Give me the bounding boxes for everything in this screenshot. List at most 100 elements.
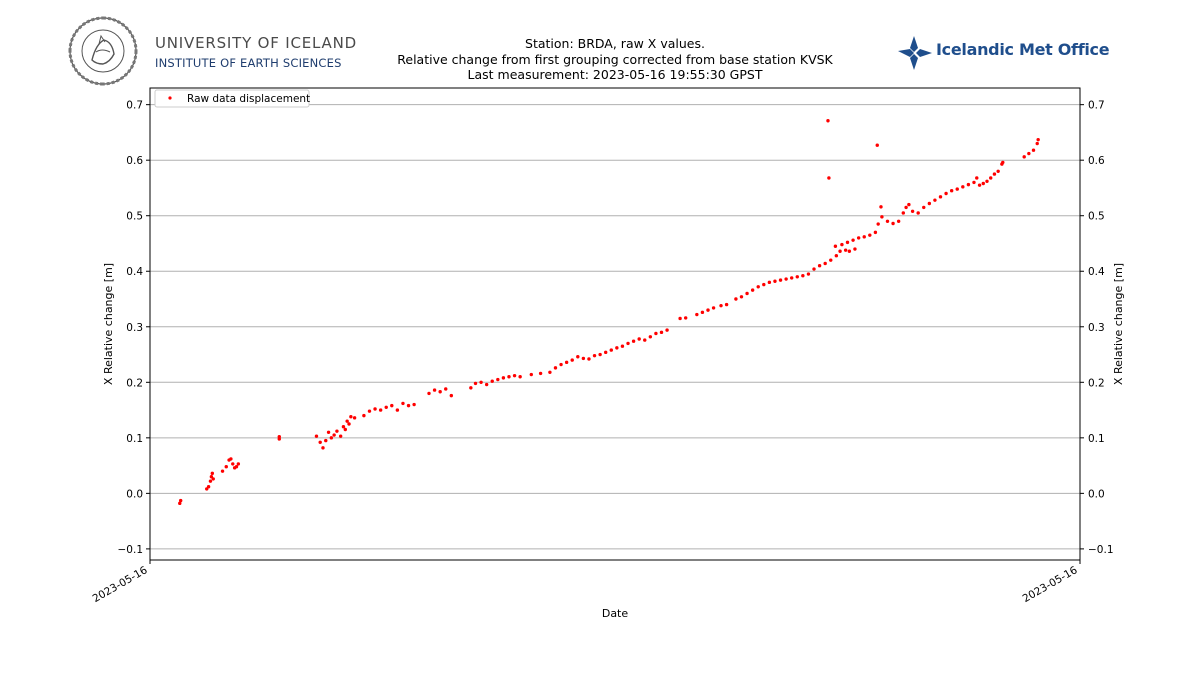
data-point <box>1036 137 1040 142</box>
data-point <box>972 180 976 185</box>
data-point <box>910 209 915 213</box>
data-point <box>838 249 842 253</box>
data-point <box>706 308 710 312</box>
data-point <box>922 205 926 210</box>
data-point <box>637 337 641 341</box>
data-point <box>314 434 319 438</box>
data-point <box>944 191 948 196</box>
data-point <box>211 477 215 481</box>
y-tick-label-right: 0.3 <box>1088 322 1105 334</box>
data-point <box>826 119 830 123</box>
y-axis-label-right: X Relative change [m] <box>1112 263 1125 385</box>
data-point <box>1035 141 1039 146</box>
data-point <box>512 373 517 378</box>
data-point <box>938 195 943 199</box>
data-point <box>734 297 738 301</box>
data-point <box>401 401 405 406</box>
y-tick-label-right: 0.0 <box>1088 488 1105 500</box>
data-point <box>961 185 965 189</box>
data-point <box>1027 151 1031 156</box>
data-point <box>205 487 209 491</box>
y-tick-label-right: 0.7 <box>1088 100 1105 112</box>
data-point <box>209 475 214 479</box>
data-point <box>518 375 522 379</box>
data-point <box>724 302 729 307</box>
data-point <box>876 222 880 226</box>
data-point <box>318 440 322 444</box>
data-point <box>206 485 211 489</box>
data-point <box>507 375 511 379</box>
data-point <box>529 372 533 377</box>
data-point <box>1001 160 1005 165</box>
data-point <box>683 316 688 320</box>
y-tick-label: 0.6 <box>126 155 143 167</box>
data-point <box>620 344 625 348</box>
data-point <box>659 330 664 335</box>
data-point <box>840 242 844 247</box>
data-point <box>823 261 827 266</box>
data-point <box>576 355 580 359</box>
data-point <box>695 312 699 317</box>
data-point <box>719 303 723 308</box>
data-point <box>592 353 597 358</box>
data-point <box>843 248 848 252</box>
legend: Raw data displacement <box>154 89 310 108</box>
data-point <box>548 370 552 375</box>
data-point <box>384 405 388 409</box>
data-point <box>981 181 985 186</box>
data-point <box>904 205 908 210</box>
y-tick-label-right: 0.5 <box>1088 211 1105 223</box>
data-point <box>236 462 241 466</box>
data-point <box>332 433 336 437</box>
data-point <box>665 328 669 332</box>
data-point <box>345 419 349 423</box>
university-seal-logo <box>66 14 140 92</box>
chart-header: Station: BRDA, raw X values. Relative ch… <box>330 36 900 83</box>
data-point <box>750 288 755 292</box>
data-point <box>469 386 473 390</box>
data-point <box>581 356 586 361</box>
data-point <box>496 377 500 382</box>
data-point <box>955 187 959 191</box>
x-tick-label: 2023-05-16 <box>91 564 150 605</box>
data-point <box>229 457 233 461</box>
data-point <box>338 434 343 438</box>
data-point <box>326 430 331 434</box>
y-tick-label: 0.1 <box>126 433 143 445</box>
data-point <box>996 169 1000 173</box>
data-point <box>587 357 591 361</box>
data-point <box>378 408 383 412</box>
y-ticks-left: −0.1 0.0 0.1 0.2 0.3 0.4 0.5 0.6 0.7 <box>118 100 150 556</box>
data-point <box>559 362 563 367</box>
data-point <box>473 381 478 386</box>
y-axis-label-left: X Relative change [m] <box>102 263 115 385</box>
chart-title: Station: BRDA, raw X values. <box>525 36 705 51</box>
data-point <box>834 253 839 258</box>
data-point <box>873 230 878 235</box>
data-point <box>756 285 760 289</box>
met-office-name: Icelandic Met Office <box>936 40 1110 59</box>
data-point <box>373 407 377 411</box>
x-axis-label: Date <box>602 607 629 620</box>
data-point <box>321 446 325 450</box>
grid-lines <box>150 104 1080 550</box>
y-tick-label-right: 0.1 <box>1088 433 1105 445</box>
data-point <box>891 221 895 226</box>
data-point <box>985 179 989 183</box>
data-point <box>916 211 920 215</box>
data-point <box>773 279 777 283</box>
legend-label: Raw data displacement <box>187 93 310 105</box>
data-point <box>390 403 394 408</box>
y-tick-label-right: −0.1 <box>1088 544 1114 556</box>
data-point <box>367 409 372 413</box>
data-point <box>868 233 872 237</box>
data-point <box>210 471 215 476</box>
data-point <box>598 352 602 357</box>
y-tick-label: 0.2 <box>126 377 143 389</box>
data-point <box>347 422 351 426</box>
data-point <box>324 438 328 443</box>
data-point <box>992 172 997 176</box>
data-point <box>817 263 822 268</box>
data-point <box>631 339 636 343</box>
